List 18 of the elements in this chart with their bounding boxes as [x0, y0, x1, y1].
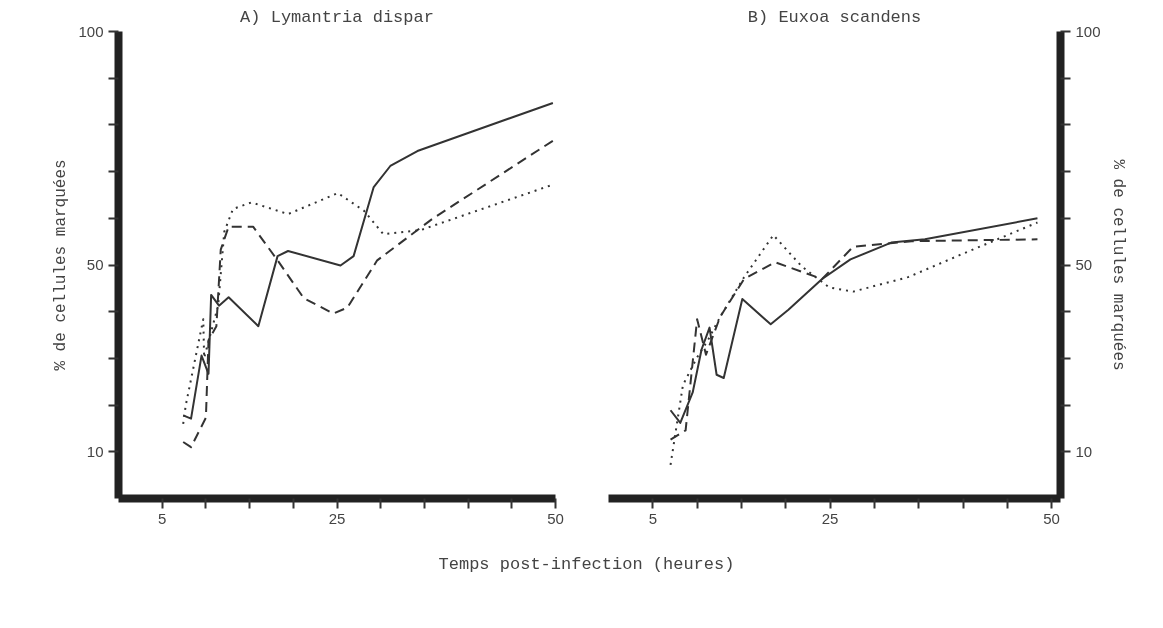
y-tick-label: 100 [78, 22, 104, 40]
x-tick-label: 25 [821, 509, 839, 527]
y2-tick-label: 10 [1075, 442, 1093, 460]
x-tick-label: 50 [547, 509, 564, 527]
x-axis-title: Temps post-infection (heures) [437, 554, 736, 576]
y-axis-title: % de cellules marquées [52, 159, 71, 371]
y2-axis-title: % de cellules marquées [1108, 159, 1127, 371]
x-tick-label: 5 [158, 509, 167, 527]
y2-tick-label: 50 [1075, 256, 1093, 273]
y-tick-label: 10 [86, 442, 104, 460]
chart-title: A) Lymantria dispar [240, 7, 434, 27]
x-tick-label: 50 [1043, 509, 1060, 527]
chart-title: B) Euxoa scandens [747, 7, 922, 27]
x-tick-label: 5 [648, 509, 657, 527]
x-tick-label: 25 [328, 509, 346, 527]
y2-tick-label: 100 [1075, 22, 1101, 40]
y-tick-label: 50 [86, 256, 104, 273]
line-series [669, 221, 1039, 466]
